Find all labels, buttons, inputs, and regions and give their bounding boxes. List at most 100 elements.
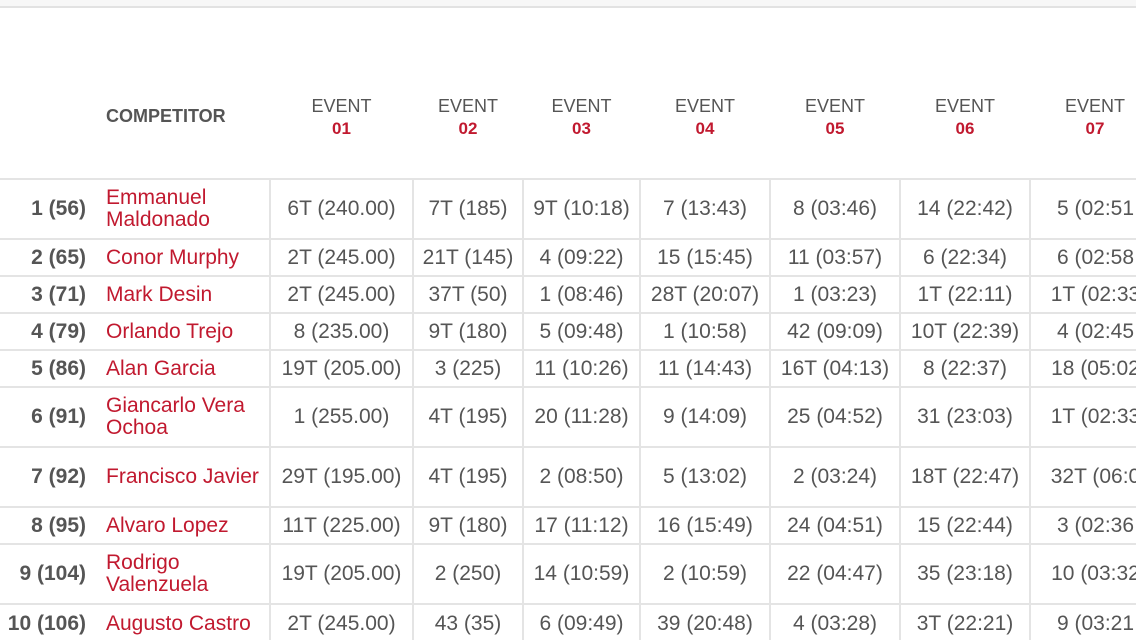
event-number: 02 [458,118,478,138]
results-table: COMPETITOR EVENT 01 EVENT 02 EVENT 03 EVENT 04 E… [0,56,1136,640]
event-header[interactable]: EVENT 01 [270,56,413,179]
event-result: 3 (225) [412,349,523,387]
event-result: 2 (10:59) [639,543,770,604]
event-number: 01 [332,118,351,138]
event-number: 04 [695,118,715,138]
event-result: 17 (11:12) [522,506,640,544]
competitor-name[interactable]: Giancarlo Vera Ochoa [100,386,270,447]
event-result: 18T (22:47) [899,446,1030,507]
event-result: 1 (08:46) [522,275,640,313]
event-header[interactable]: EVENT 07 [1030,56,1136,179]
event-result: 4 (09:22) [522,238,640,276]
competitor-name[interactable]: Mark Desin [100,275,270,313]
event-result: 1 (10:58) [639,312,770,350]
competitor-row: 4 (79) Orlando Trejo 8 (235.00) 9T (180) 5 (… [0,312,1136,350]
rank: 2 (65) [0,238,100,276]
event-header[interactable]: EVENT 04 [640,56,770,179]
event-result: 2 (03:24) [769,446,900,507]
event-result: 2T (245.00) [269,238,413,276]
competitor-row: 6 (91) Giancarlo Vera Ochoa 1 (255.00) 4T (… [0,386,1136,447]
event-result: 7T (185) [412,178,523,239]
event-label: EVENT [551,95,612,116]
competitor-name[interactable]: Emmanuel Maldonado [100,178,270,239]
event-result: 43 (35) [412,603,523,640]
event-number: 03 [572,118,591,138]
event-result: 1 (255.00) [269,386,413,447]
competitor-name[interactable]: Augusto Castro [100,603,270,640]
event-result: 6T (240.00) [269,178,413,239]
event-result: 15 (22:44) [899,506,1030,544]
event-label: EVENT [674,95,735,116]
event-result: 1T (22:11) [899,275,1030,313]
event-result: 6 (02:58 [1029,238,1136,276]
rank-header [0,56,100,179]
event-result: 11T (225.00) [269,506,413,544]
event-result: 5 (13:02) [639,446,770,507]
competitor-name[interactable]: Orlando Trejo [100,312,270,350]
rank: 6 (91) [0,386,100,447]
event-header[interactable]: EVENT 05 [770,56,900,179]
event-result: 5 (09:48) [522,312,640,350]
event-result: 21T (145) [412,238,523,276]
event-result: 1 (03:23) [769,275,900,313]
event-header[interactable]: EVENT 06 [900,56,1030,179]
event-result: 1T (02:33 [1029,275,1136,313]
event-result: 39 (20:48) [639,603,770,640]
event-result: 1T (02:33 [1029,386,1136,447]
competitor-row: 3 (71) Mark Desin 2T (245.00) 37T (50) 1 (08… [0,275,1136,313]
event-result: 10T (22:39) [899,312,1030,350]
event-result: 35 (23:18) [899,543,1030,604]
competitor-name[interactable]: Conor Murphy [100,238,270,276]
event-result: 10 (03:32 [1029,543,1136,604]
rank: 9 (104) [0,543,100,604]
event-result: 37T (50) [412,275,523,313]
event-number: 06 [955,118,975,138]
competitor-name[interactable]: Francisco Javier [100,446,270,507]
event-result: 31 (23:03) [899,386,1030,447]
competitor-row: 7 (92) Francisco Javier 29T (195.00) 4T (19… [0,446,1136,507]
event-result: 2 (08:50) [522,446,640,507]
event-result: 32T (06:0 [1029,446,1136,507]
event-result: 11 (03:57) [769,238,900,276]
event-result: 16T (04:13) [769,349,900,387]
rank: 7 (92) [0,446,100,507]
event-result: 3T (22:21) [899,603,1030,640]
event-result: 6 (22:34) [899,238,1030,276]
event-result: 9T (10:18) [522,178,640,239]
top-bar [0,0,1136,8]
event-label: EVENT [437,95,498,116]
event-header[interactable]: EVENT 02 [413,56,523,179]
table-body: 1 (56) Emmanuel Maldonado 6T (240.00) 7T (1… [0,178,1136,640]
event-header[interactable]: EVENT 03 [523,56,640,179]
rank: 1 (56) [0,178,100,239]
event-result: 4T (195) [412,386,523,447]
event-result: 2 (250) [412,543,523,604]
rank: 5 (86) [0,349,100,387]
event-result: 18 (05:02 [1029,349,1136,387]
header-row: COMPETITOR EVENT 01 EVENT 02 EVENT 03 EVENT 04 E… [0,56,1136,179]
competitor-name[interactable]: Rodrigo Valenzuela [100,543,270,604]
rank: 3 (71) [0,275,100,313]
event-result: 8 (235.00) [269,312,413,350]
event-result: 19T (205.00) [269,349,413,387]
competitor-name[interactable]: Alan Garcia [100,349,270,387]
event-result: 16 (15:49) [639,506,770,544]
event-result: 29T (195.00) [269,446,413,507]
event-result: 6 (09:49) [522,603,640,640]
event-result: 9T (180) [412,506,523,544]
event-result: 14 (10:59) [522,543,640,604]
competitor-row: 9 (104) Rodrigo Valenzuela 19T (205.00) 2 (… [0,543,1136,604]
event-result: 11 (10:26) [522,349,640,387]
event-result: 4 (02:45 [1029,312,1136,350]
competitor-row: 1 (56) Emmanuel Maldonado 6T (240.00) 7T (1… [0,178,1136,239]
competitor-row: 8 (95) Alvaro Lopez 11T (225.00) 9T (180) 17… [0,506,1136,544]
event-result: 2T (245.00) [269,603,413,640]
rank: 8 (95) [0,506,100,544]
competitor-row: 2 (65) Conor Murphy 2T (245.00) 21T (145) 4 … [0,238,1136,276]
competitor-row: 10 (106) Augusto Castro 2T (245.00) 43 (35)… [0,603,1136,640]
event-result: 7 (13:43) [639,178,770,239]
event-result: 25 (04:52) [769,386,900,447]
competitor-header[interactable]: COMPETITOR [106,105,226,126]
competitor-name[interactable]: Alvaro Lopez [100,506,270,544]
event-result: 3 (02:36 [1029,506,1136,544]
